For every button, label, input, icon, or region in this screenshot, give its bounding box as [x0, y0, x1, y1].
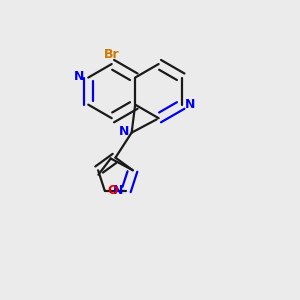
Text: O: O	[108, 184, 118, 196]
Text: N: N	[185, 98, 195, 111]
Text: N: N	[113, 184, 123, 196]
Text: N: N	[74, 70, 85, 83]
Text: Br: Br	[104, 48, 119, 61]
Text: N: N	[119, 125, 129, 138]
